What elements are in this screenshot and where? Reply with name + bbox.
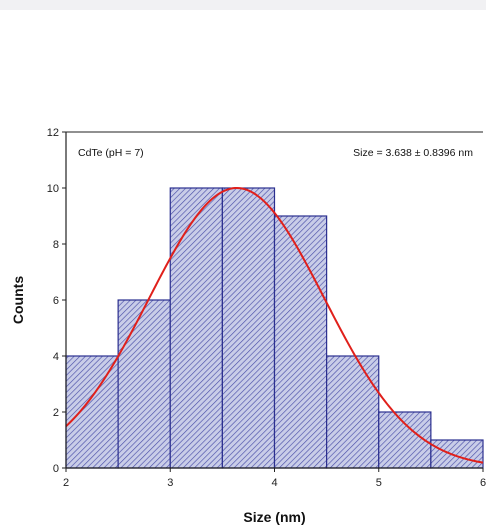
- y-tick-label: 4: [53, 351, 59, 363]
- histogram-bar: [221, 187, 276, 469]
- size-annotation: Size = 3.638 ± 0.8396 nm: [353, 147, 473, 159]
- x-tick-label: 5: [376, 477, 382, 489]
- top-band: [0, 0, 486, 10]
- y-tick-label: 8: [53, 239, 59, 251]
- histogram-bar: [65, 355, 119, 469]
- y-tick-label: 2: [53, 407, 59, 419]
- x-tick-label: 2: [63, 477, 69, 489]
- histogram-bar: [378, 411, 432, 469]
- y-axis-title: Counts: [10, 276, 26, 324]
- x-tick-label: 4: [271, 477, 277, 489]
- histogram-bar: [430, 439, 484, 469]
- gaussian-fit-curve: [65, 186, 484, 464]
- y-tick-label: 10: [47, 183, 59, 195]
- histogram-bar: [117, 299, 171, 469]
- histogram-bar: [169, 187, 223, 469]
- x-tick-label: 6: [480, 477, 486, 489]
- x-axis-title: Size (nm): [243, 509, 305, 525]
- y-tick-label: 6: [53, 295, 59, 307]
- bars-group: [65, 187, 484, 469]
- sample-annotation: CdTe (pH = 7): [78, 147, 144, 159]
- x-tick-label: 3: [167, 477, 173, 489]
- y-tick-label: 12: [47, 127, 59, 139]
- histogram-bar: [326, 355, 380, 469]
- y-tick-label: 0: [53, 463, 59, 475]
